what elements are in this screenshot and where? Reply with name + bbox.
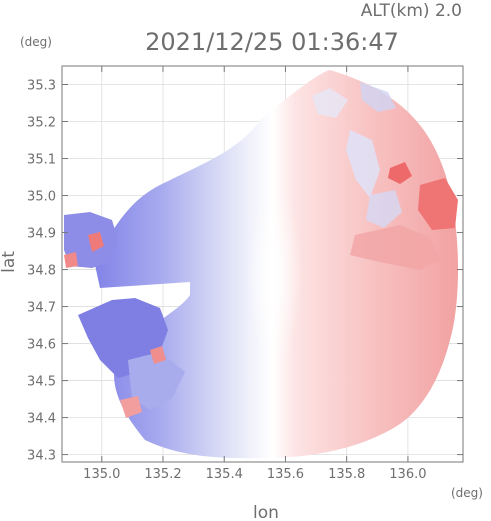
echo-mottle-n [360, 82, 396, 112]
echo-mottle-ne-2 [366, 190, 402, 228]
x-tick-label: 135.0 [83, 467, 120, 482]
radar-echo-field [64, 70, 459, 459]
altitude-label: ALT(km) 2.0 [361, 1, 462, 21]
y-unit-label: (deg) [20, 35, 52, 49]
y-axis-label: lat [0, 251, 19, 273]
x-tick-label: 135.6 [267, 467, 304, 482]
echo-red-spot-1 [388, 162, 412, 184]
radar-site-gap [247, 185, 303, 365]
y-tick-label: 34.6 [27, 338, 56, 353]
echo-red-spot-2 [150, 346, 166, 364]
x-tick-label: 135.4 [206, 467, 243, 482]
echo-red-east-band [350, 225, 440, 270]
y-tick-label: 34.4 [27, 412, 56, 427]
x-tick-label: 135.2 [144, 467, 181, 482]
axis-ticks: 135.0 135.2 135.4 135.6 135.8 136.0 35.3 35.2 35… [27, 66, 463, 482]
echo-red-southwest [120, 396, 142, 418]
echo-red-west-2 [64, 252, 78, 268]
y-tick-label: 34.8 [27, 264, 56, 279]
y-tick-label: 35.2 [27, 116, 56, 131]
echo-red-northeast [418, 178, 458, 230]
y-tick-label: 35.3 [27, 79, 56, 94]
y-tick-label: 35.1 [27, 153, 56, 168]
echo-red-west-1 [88, 232, 104, 252]
x-axis-label: lon [253, 503, 279, 521]
x-unit-label: (deg) [451, 486, 483, 500]
echo-mottle-ne-3 [312, 88, 348, 118]
y-tick-label: 34.7 [27, 301, 56, 316]
x-tick-label: 136.0 [389, 467, 426, 482]
x-tick-label: 135.8 [328, 467, 365, 482]
echo-cluster-south [128, 352, 185, 410]
plot-frame [61, 65, 464, 463]
timestamp-title: 2021/12/25 01:36:47 [145, 28, 399, 56]
y-tick-label: 34.5 [27, 375, 56, 390]
y-tick-label: 34.9 [27, 227, 56, 242]
echo-mottle-ne-1 [346, 130, 380, 198]
y-tick-label: 34.3 [27, 449, 56, 464]
y-tick-label: 35.0 [27, 190, 56, 205]
